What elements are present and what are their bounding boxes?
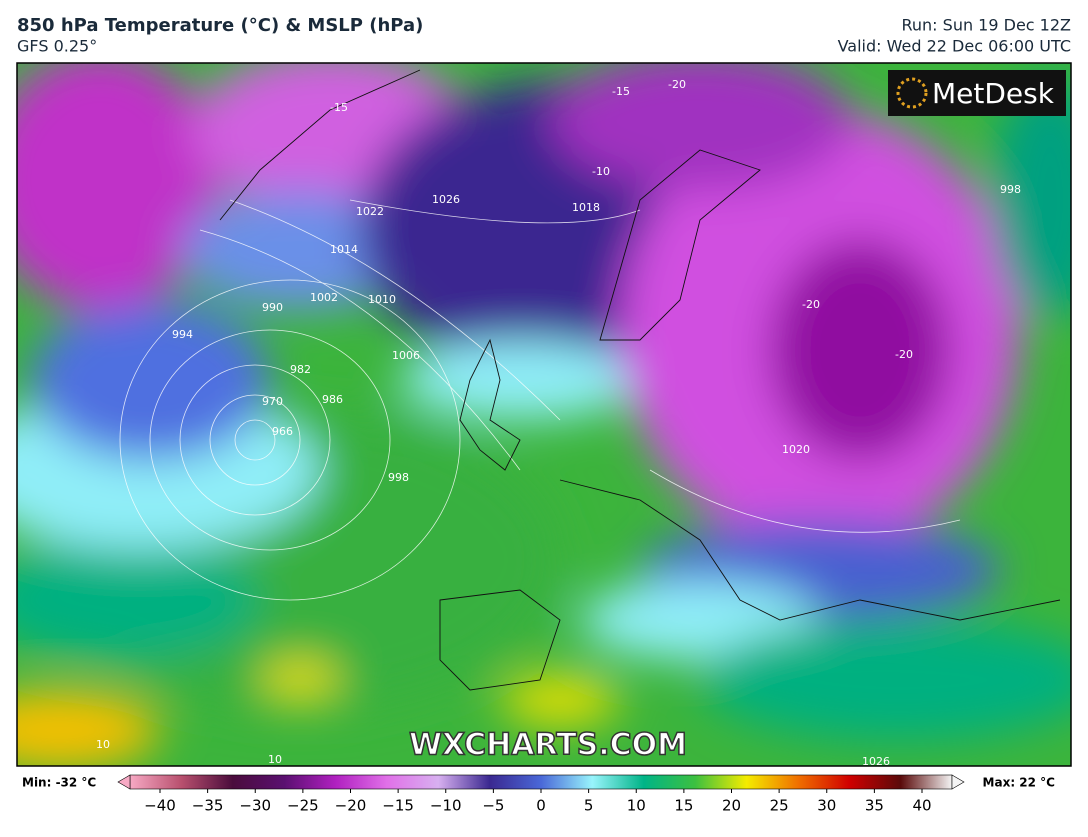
isobar-label: 1020 xyxy=(782,443,810,456)
temp-label: -20 xyxy=(895,348,913,361)
isobar-label: 1018 xyxy=(572,201,600,214)
isobar-label: 1010 xyxy=(368,293,396,306)
map-frame xyxy=(16,62,1072,767)
colorbar-tick-label: 20 xyxy=(722,797,741,815)
colorbar-tick-label: 40 xyxy=(912,797,931,815)
colorbar-tick-label: −20 xyxy=(335,797,367,815)
temp-label: -10 xyxy=(592,165,610,178)
temp-label: -15 xyxy=(612,85,630,98)
colorbar-end xyxy=(951,774,965,790)
colorbar-tick-label: 35 xyxy=(865,797,884,815)
isobar-label: 1014 xyxy=(330,243,358,256)
valid: Valid: Wed 22 Dec 06:00 UTC xyxy=(838,37,1071,56)
colorbar-tick-label: 25 xyxy=(770,797,789,815)
map: 1014 1002 990 982 970 966 986 1006 1010 … xyxy=(17,63,1071,768)
colorbar-tick-label: 15 xyxy=(674,797,693,815)
colorbar-tick-label: −10 xyxy=(430,797,462,815)
colorbar-tick-label: −25 xyxy=(287,797,319,815)
isobar-label: 998 xyxy=(1000,183,1021,196)
temp-label: -15 xyxy=(330,101,348,114)
isobar-label: 986 xyxy=(322,393,343,406)
isobar-label: 994 xyxy=(172,328,193,341)
title: 850 hPa Temperature (°C) & MSLP (hPa) xyxy=(17,15,423,36)
logo: MetDesk xyxy=(932,77,1055,110)
map-labels: 1014 1002 990 982 970 966 986 1006 1010 … xyxy=(96,78,1021,768)
colorbar: −40 −35 −30 −25 −20 −15 −10 −5 0 5 10 15 20 25 30 35 40 xyxy=(117,774,965,815)
logo-box xyxy=(888,70,1066,116)
isobar-label: 1002 xyxy=(310,291,338,304)
colorbar-tick-label: 5 xyxy=(584,797,594,815)
colorbar-tick-label: 0 xyxy=(536,797,546,815)
colorbar-tick-label: 30 xyxy=(817,797,836,815)
min-label: Min: -32 °C xyxy=(22,776,96,790)
colorbar-tick-label: −30 xyxy=(239,797,271,815)
max-label: Max: 22 °C xyxy=(983,776,1056,790)
isobar-label: 998 xyxy=(388,471,409,484)
temp-label: -20 xyxy=(802,298,820,311)
isobar-label: 1022 xyxy=(356,205,384,218)
isobar-label: 1026 xyxy=(432,193,460,206)
watermark: WXCHARTS.COM xyxy=(409,728,687,763)
colorbar-tick-label: −5 xyxy=(482,797,504,815)
isobar-label: 982 xyxy=(290,363,311,376)
temp-label: -20 xyxy=(668,78,686,91)
colorbar-body xyxy=(129,774,953,790)
subtitle: GFS 0.25° xyxy=(17,37,97,56)
colorbar-tick-label: −15 xyxy=(382,797,414,815)
isobar-label: 1006 xyxy=(392,349,420,362)
colorbar-tick-label: 10 xyxy=(627,797,646,815)
colorbar-tick-label: −40 xyxy=(144,797,176,815)
isobar-label: 966 xyxy=(272,425,293,438)
isobar-label: 970 xyxy=(262,395,283,408)
temp-label: 10 xyxy=(96,738,110,751)
isobar-label: 1026 xyxy=(862,755,890,768)
run: Run: Sun 19 Dec 12Z xyxy=(902,16,1072,35)
colorbar-end xyxy=(117,774,131,790)
isobar-label: 990 xyxy=(262,301,283,314)
temp-label: 10 xyxy=(268,753,282,766)
colorbar-tick-label: −35 xyxy=(192,797,224,815)
